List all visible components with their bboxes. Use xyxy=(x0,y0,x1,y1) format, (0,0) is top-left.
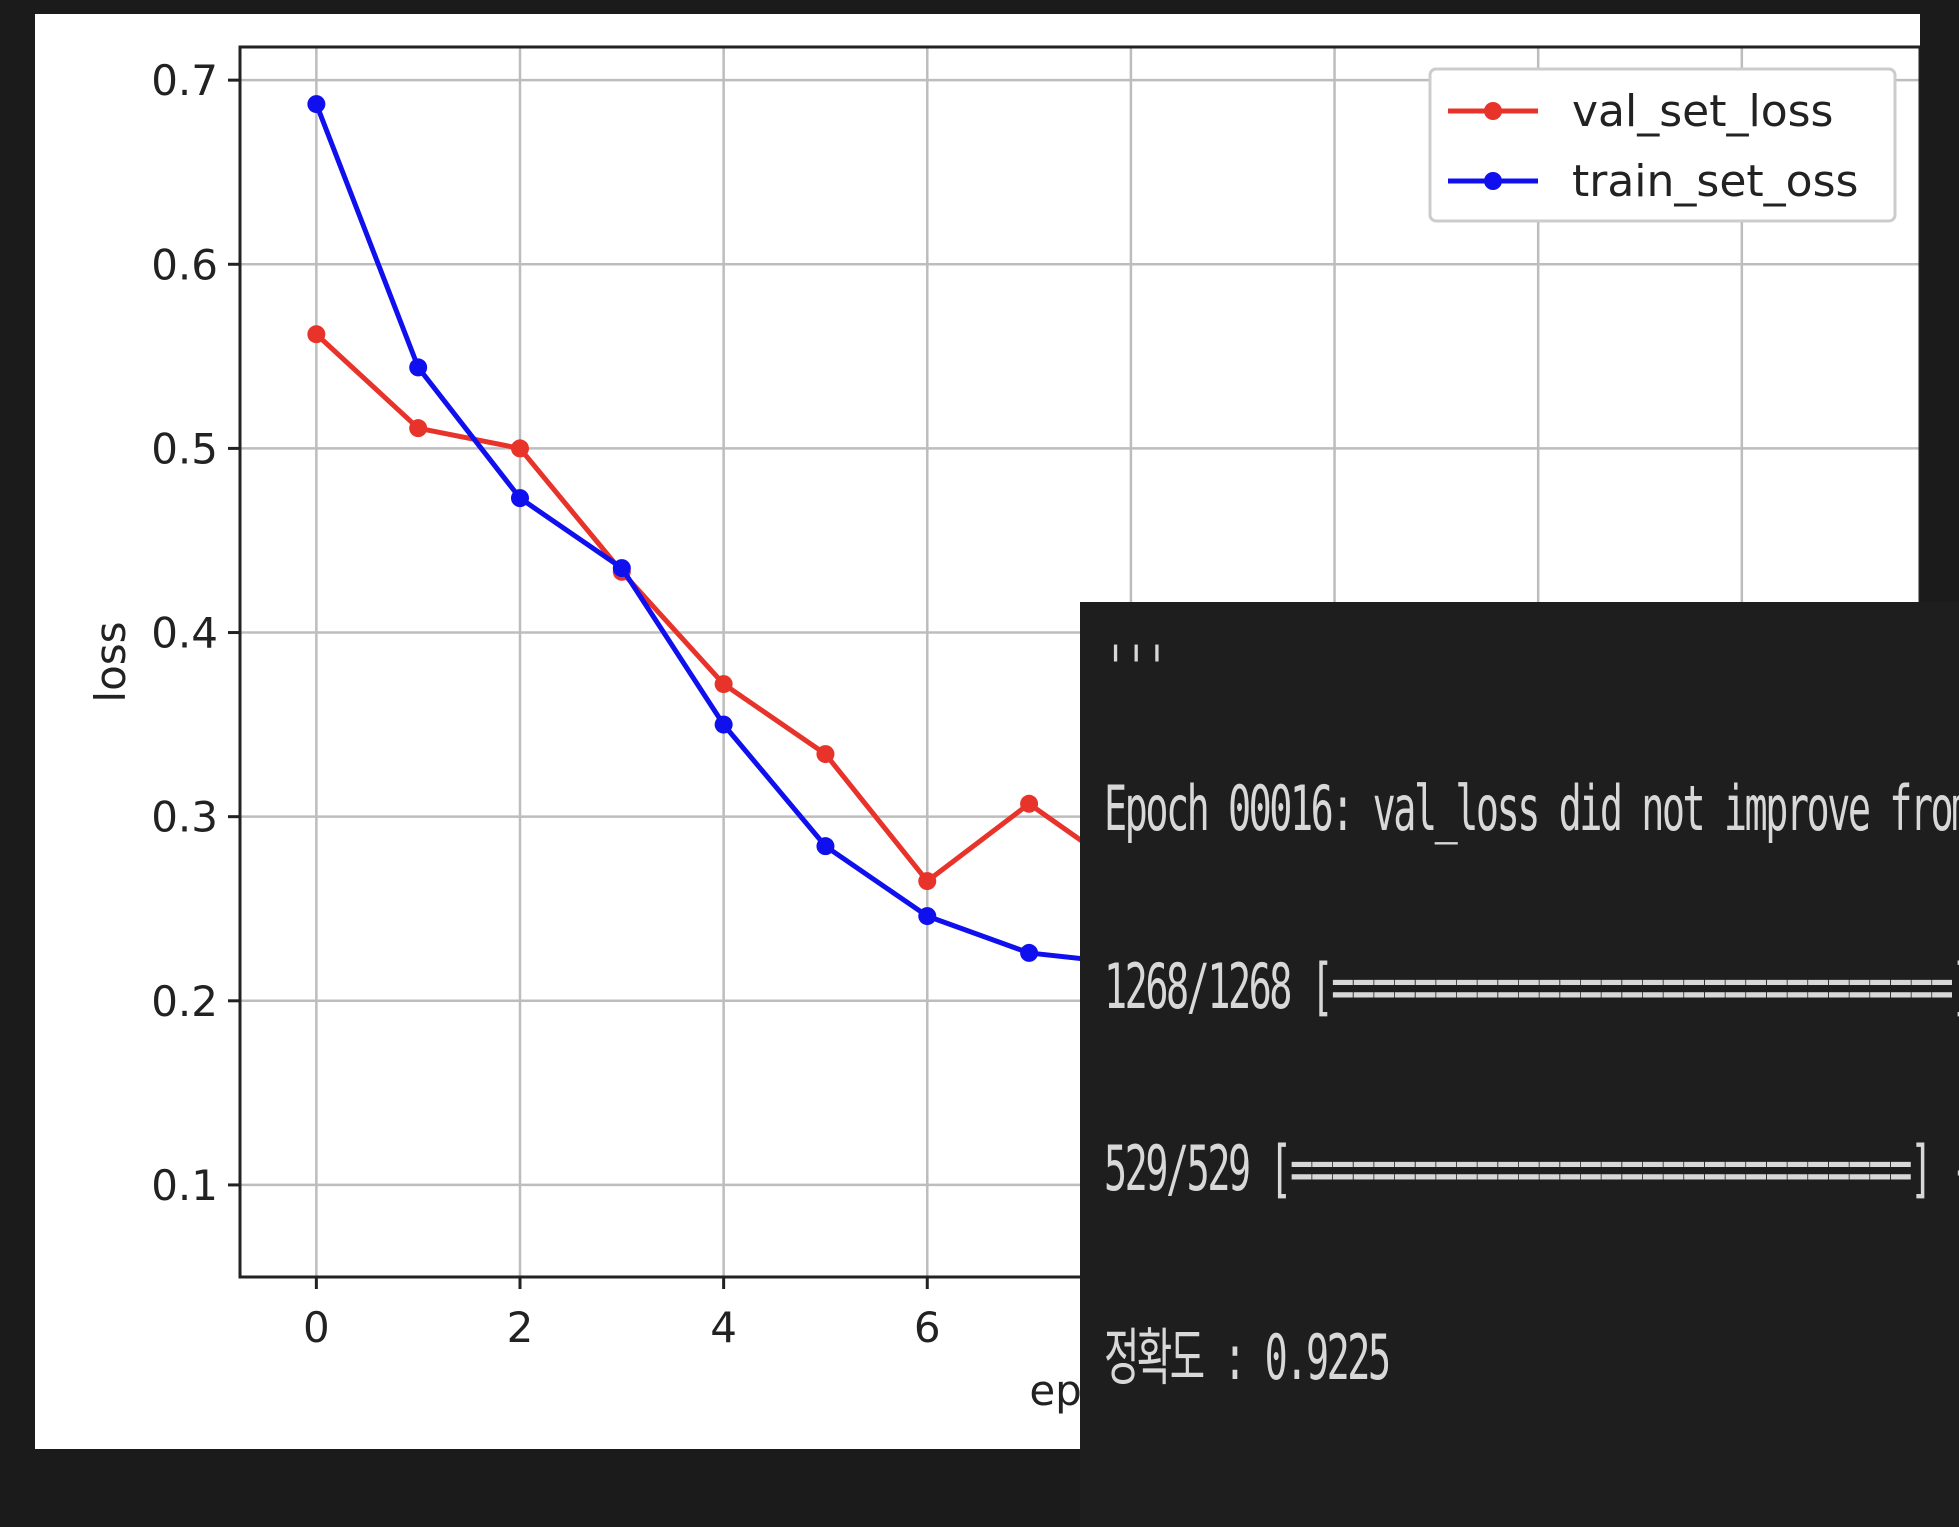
legend-marker xyxy=(1484,172,1502,190)
console-line: ''' xyxy=(1104,632,1168,705)
data-point-val_set_loss xyxy=(714,675,733,694)
x-tick-label: 0 xyxy=(303,1303,330,1352)
y-tick-label: 0.3 xyxy=(151,793,218,842)
console-line-accuracy: 정확도 : 0.9225 xyxy=(1104,1321,1391,1394)
y-tick-label: 0.2 xyxy=(151,977,218,1026)
y-tick-label: 0.6 xyxy=(151,240,218,289)
data-point-train_set_oss xyxy=(1020,943,1039,962)
data-point-val_set_loss xyxy=(1020,794,1039,813)
x-tick-label: 2 xyxy=(507,1303,534,1352)
data-point-train_set_oss xyxy=(612,559,631,578)
data-point-train_set_oss xyxy=(409,358,428,377)
y-axis-label: loss xyxy=(86,621,135,702)
data-point-train_set_oss xyxy=(816,837,835,856)
x-tick-label: 4 xyxy=(710,1303,737,1352)
data-point-train_set_oss xyxy=(714,715,733,734)
data-point-val_set_loss xyxy=(307,325,326,344)
data-point-train_set_oss xyxy=(511,489,529,508)
y-tick-label: 0.5 xyxy=(151,424,218,473)
y-tick-label: 0.4 xyxy=(151,609,218,658)
legend-box xyxy=(1428,67,1897,223)
legend-label: val_set_loss xyxy=(1572,86,1833,137)
data-point-val_set_loss xyxy=(918,872,937,891)
y-tick-label: 0.7 xyxy=(151,56,218,105)
legend-label: train_set_oss xyxy=(1572,156,1858,207)
console-line-train-progress: 1268/1268 [=============================… xyxy=(1104,950,1959,1023)
y-tick-label: 0.1 xyxy=(151,1161,218,1210)
tick-labels: 0 2 4 6 0.1 0.2 0.3 0.4 0.5 0.6 0.7 xyxy=(151,56,940,1352)
console-output-panel: ''' Epoch 00016: val_loss did not improv… xyxy=(1080,602,1959,1527)
data-point-val_set_loss xyxy=(511,439,529,458)
console-line-eval-progress: 529/529 [==============================]… xyxy=(1104,1132,1959,1205)
data-point-val_set_loss xyxy=(409,419,428,438)
data-point-train_set_oss xyxy=(307,95,326,114)
data-point-val_set_loss xyxy=(816,745,835,764)
legend-marker xyxy=(1484,102,1502,120)
data-point-train_set_oss xyxy=(918,907,937,926)
console-line-epoch: Epoch 00016: val_loss did not improve fr… xyxy=(1104,772,1959,845)
x-tick-label: 6 xyxy=(914,1303,941,1352)
legend: val_set_loss train_set_oss xyxy=(1428,67,1897,223)
